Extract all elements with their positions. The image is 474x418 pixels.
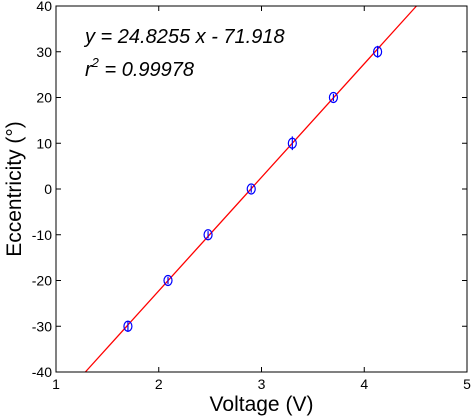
r-squared-base: r: [85, 59, 93, 81]
y-tick-label: 30: [36, 44, 52, 60]
tick-labels: 1 2 3 4 5 -40 -30 -20 -10 0 10 20 30 40: [32, 0, 471, 392]
y-tick-label: 40: [36, 0, 52, 14]
x-tick-label: 4: [360, 376, 368, 392]
data-point: [287, 137, 297, 149]
annotation-equation: y = 24.8255 x - 71.918: [83, 26, 285, 48]
x-tick-label: 1: [52, 376, 60, 392]
plot-area: [56, 6, 467, 372]
y-axis-label: Eccentricity (°): [3, 121, 26, 257]
x-tick-label: 2: [155, 376, 163, 392]
data-points: [123, 45, 383, 332]
y-tick-label: 0: [44, 181, 52, 197]
y-tick-label: -30: [32, 318, 52, 334]
y-tick-label: 20: [36, 90, 52, 106]
data-point: [123, 320, 133, 332]
r-squared-value: = 0.99978: [99, 59, 194, 81]
data-point: [246, 183, 256, 195]
y-tick-label: -10: [32, 227, 52, 243]
y-tick-label: -20: [32, 273, 52, 289]
data-point: [373, 46, 383, 58]
data-point: [328, 91, 339, 104]
data-point: [163, 274, 173, 287]
data-point: [203, 229, 213, 241]
x-axis-label: Voltage (V): [210, 393, 314, 416]
x-tick-label: 3: [258, 376, 266, 392]
y-tick-label: -40: [32, 364, 52, 380]
r-squared-exponent: 2: [91, 55, 100, 70]
x-tick-label: 5: [463, 376, 471, 392]
annotation-r-squared: r2 = 0.99978: [85, 55, 194, 81]
y-tick-label: 10: [36, 135, 52, 151]
plot-frame: [55, 5, 468, 373]
